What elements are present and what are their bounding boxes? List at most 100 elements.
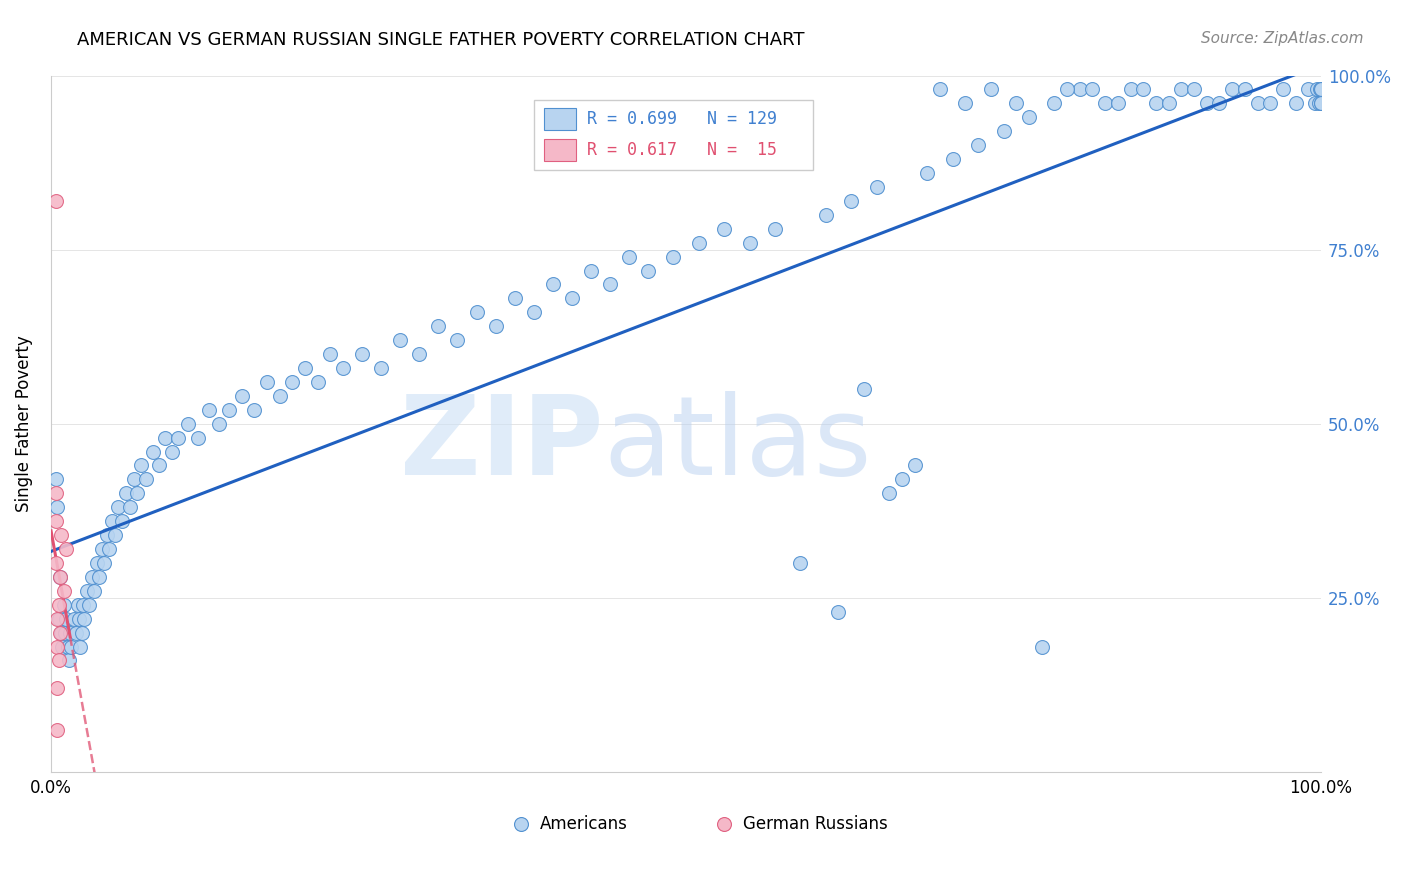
Point xyxy=(53,625,76,640)
Point xyxy=(86,556,108,570)
Point xyxy=(69,640,91,654)
Point xyxy=(142,444,165,458)
Point xyxy=(1271,82,1294,96)
Point xyxy=(1220,82,1243,96)
Point xyxy=(599,277,621,292)
Point xyxy=(93,556,115,570)
Point xyxy=(561,291,583,305)
Point xyxy=(122,472,145,486)
Point xyxy=(1119,82,1142,96)
Point xyxy=(942,152,965,166)
Point xyxy=(155,431,177,445)
Point xyxy=(45,556,67,570)
Point xyxy=(218,402,240,417)
Point xyxy=(1285,96,1308,111)
Point xyxy=(955,96,977,111)
Point xyxy=(129,458,152,473)
Point xyxy=(51,640,73,654)
Point xyxy=(70,625,93,640)
Point xyxy=(66,598,89,612)
Point xyxy=(1107,96,1129,111)
Point xyxy=(49,625,72,640)
Point xyxy=(118,500,141,515)
Point xyxy=(59,625,82,640)
Point xyxy=(1031,640,1053,654)
Point xyxy=(541,277,564,292)
Point xyxy=(319,347,342,361)
Point xyxy=(48,598,70,612)
Point xyxy=(148,458,170,473)
Point xyxy=(135,472,157,486)
Point xyxy=(63,612,86,626)
Point xyxy=(1309,82,1331,96)
Point xyxy=(827,605,849,619)
Point xyxy=(1310,82,1333,96)
Point xyxy=(484,319,506,334)
Bar xyxy=(544,108,575,130)
Point xyxy=(891,472,914,486)
Point xyxy=(90,542,112,557)
Point xyxy=(713,817,735,831)
Point xyxy=(967,138,990,153)
Text: R = 0.617   N =  15: R = 0.617 N = 15 xyxy=(586,141,778,159)
Point xyxy=(52,583,75,598)
Point xyxy=(231,389,253,403)
Point xyxy=(52,598,75,612)
Y-axis label: Single Father Poverty: Single Father Poverty xyxy=(15,335,32,512)
Point xyxy=(865,180,887,194)
Point xyxy=(370,361,392,376)
Point xyxy=(763,221,786,235)
Text: Source: ZipAtlas.com: Source: ZipAtlas.com xyxy=(1201,31,1364,46)
Point xyxy=(103,528,125,542)
Point xyxy=(45,486,67,500)
Point xyxy=(77,598,100,612)
Point xyxy=(46,681,69,696)
Point xyxy=(101,514,124,528)
Point xyxy=(1182,82,1205,96)
Point xyxy=(72,598,94,612)
Point xyxy=(579,263,602,277)
Point xyxy=(67,612,90,626)
Point xyxy=(1310,82,1333,96)
Point xyxy=(96,528,118,542)
Text: atlas: atlas xyxy=(603,391,872,498)
Point xyxy=(76,583,98,598)
Point xyxy=(107,500,129,515)
Point xyxy=(1094,96,1116,111)
Point xyxy=(111,514,134,528)
Point xyxy=(46,723,69,738)
Point xyxy=(637,263,659,277)
Point xyxy=(294,361,316,376)
Point xyxy=(45,472,67,486)
Point xyxy=(1306,82,1329,96)
Text: ZIP: ZIP xyxy=(401,391,603,498)
Point xyxy=(617,250,640,264)
Point xyxy=(1081,82,1104,96)
Point xyxy=(408,347,430,361)
Point xyxy=(1258,96,1281,111)
Point xyxy=(332,361,354,376)
Point xyxy=(80,570,103,584)
Point xyxy=(83,583,105,598)
Point xyxy=(1246,96,1268,111)
Point xyxy=(1069,82,1091,96)
Point xyxy=(1208,96,1230,111)
Point xyxy=(814,208,837,222)
Point xyxy=(115,486,138,500)
Point xyxy=(60,640,83,654)
Point xyxy=(1005,96,1028,111)
Point xyxy=(1132,82,1154,96)
Point xyxy=(980,82,1002,96)
Point xyxy=(446,333,468,347)
Point xyxy=(45,194,67,208)
Point xyxy=(503,291,526,305)
Point xyxy=(167,431,190,445)
Point xyxy=(46,612,69,626)
Point xyxy=(197,402,219,417)
Point xyxy=(89,570,111,584)
Point xyxy=(1018,111,1040,125)
Point xyxy=(917,166,939,180)
Point xyxy=(1043,96,1066,111)
Point xyxy=(688,235,710,250)
Point xyxy=(929,82,952,96)
